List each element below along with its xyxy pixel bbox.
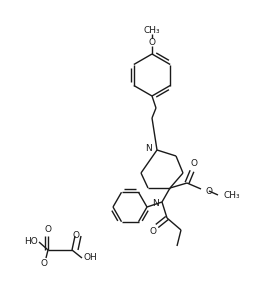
Text: CH₃: CH₃ [224,192,241,201]
Text: O: O [45,225,52,234]
Text: O: O [40,260,47,269]
Text: N: N [145,144,152,152]
Text: O: O [149,228,156,237]
Text: O: O [191,159,198,168]
Text: N: N [152,200,159,209]
Text: O: O [73,232,80,241]
Text: O: O [148,38,155,47]
Text: HO: HO [24,237,38,246]
Text: CH₃: CH₃ [144,26,160,34]
Text: O: O [205,187,212,196]
Text: OH: OH [84,253,98,262]
